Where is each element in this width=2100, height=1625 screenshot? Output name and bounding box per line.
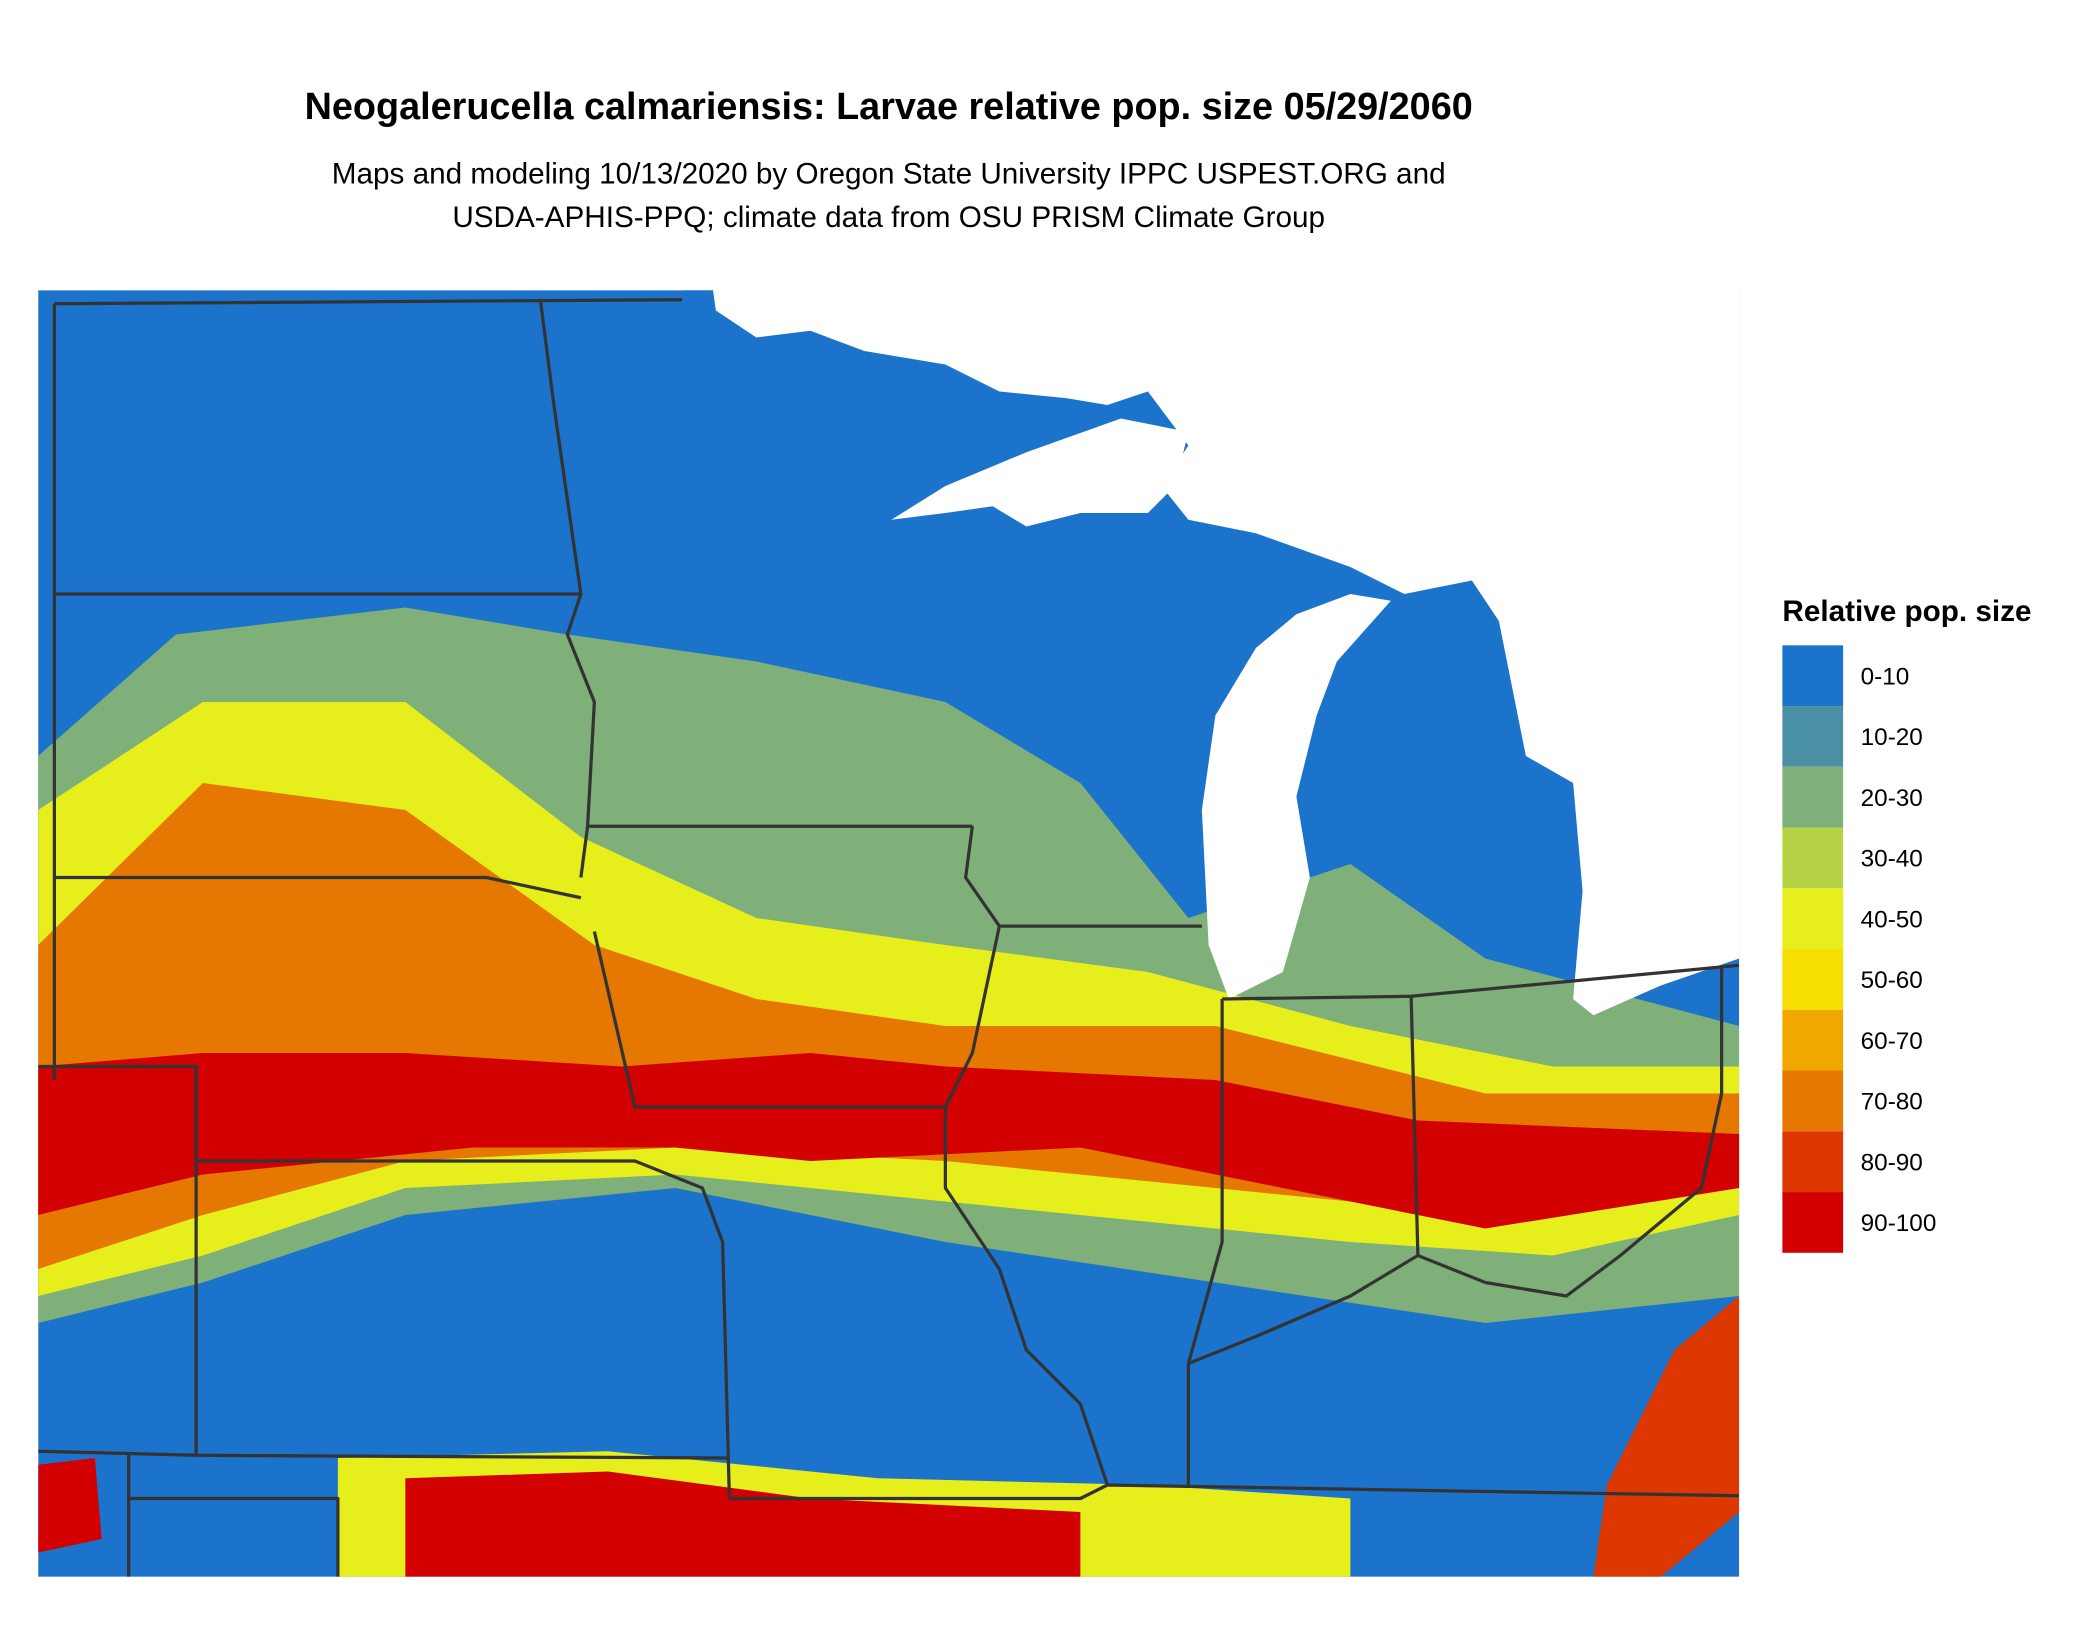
band	[405, 1471, 1081, 1577]
band	[1593, 1296, 1740, 1577]
legend-swatch	[1782, 706, 1844, 767]
legend-label: 50-60	[1861, 967, 1923, 994]
subtitle-line: USDA-APHIS-PPQ; climate data from OSU PR…	[452, 201, 1325, 234]
legend-swatch	[1782, 1009, 1844, 1071]
legend-swatch	[1782, 766, 1844, 828]
band	[38, 1458, 102, 1553]
legend-label: 10-20	[1861, 724, 1923, 751]
legend-label: 30-40	[1861, 846, 1923, 873]
band	[38, 1053, 1740, 1229]
legend-swatch	[1782, 1131, 1844, 1193]
legend-label: 40-50	[1861, 906, 1923, 933]
legend-swatch	[1782, 1070, 1844, 1132]
canada-and-lakes	[709, 263, 1740, 1016]
legend-label: 70-80	[1861, 1089, 1923, 1116]
legend-label: 80-90	[1861, 1149, 1923, 1176]
legend-label: 0-10	[1861, 663, 1910, 690]
legend-label: 20-30	[1861, 785, 1923, 812]
lake-superior	[891, 418, 1189, 527]
legend-title: Relative pop. size	[1782, 595, 2031, 628]
state-border	[38, 298, 1740, 1577]
legend-swatch	[1782, 949, 1844, 1010]
canada-and-lakes	[38, 263, 683, 291]
title: Neogalerucella calmariensis: Larvae rela…	[305, 86, 1473, 128]
legend-label: 90-100	[1861, 1210, 1937, 1237]
legend-swatch	[1782, 827, 1844, 889]
legend: Relative pop. size 0-10 10-20 20-30 30-40 40…	[1782, 595, 2032, 1253]
subtitle-line: Maps and modeling 10/13/2020 by Oregon S…	[332, 158, 1446, 191]
legend-swatch	[1782, 645, 1844, 707]
legend-label: 60-70	[1861, 1028, 1923, 1055]
map	[38, 263, 1740, 1577]
lake-michigan	[1201, 594, 1391, 999]
legend-swatch	[1782, 888, 1844, 950]
legend-swatch	[1782, 1192, 1844, 1253]
